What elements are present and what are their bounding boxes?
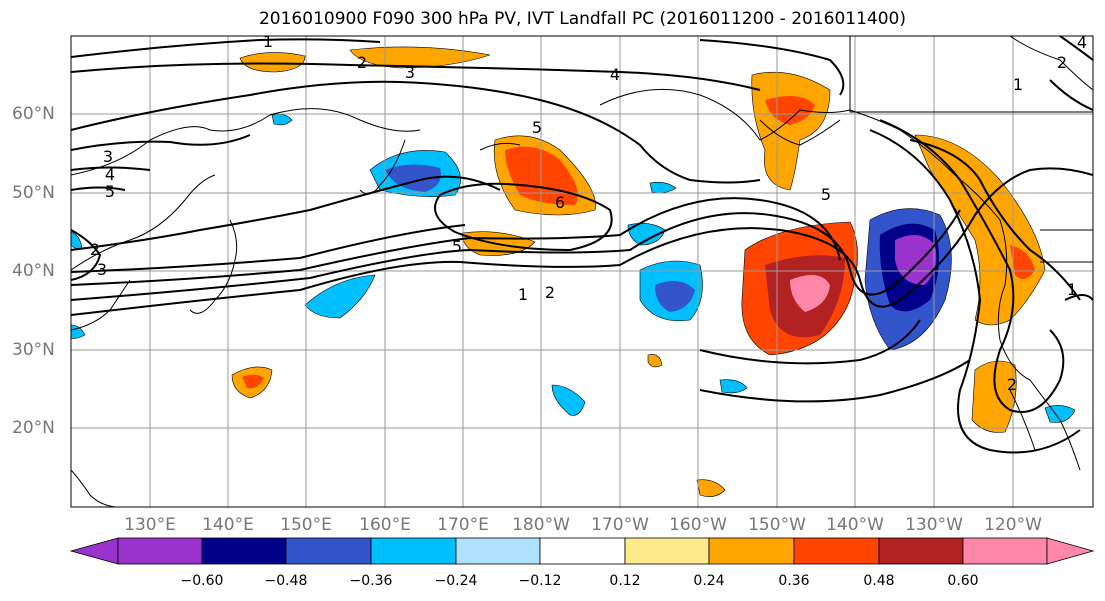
colorbar-tick-label: 0.60: [947, 573, 979, 589]
lon-label: 160°E: [359, 515, 411, 535]
graticule: [71, 36, 1093, 507]
positive-anomaly-blob: [239, 52, 306, 73]
contour-label: 2: [357, 53, 367, 72]
lon-label: 130°W: [905, 515, 963, 535]
contour-label: 2: [1057, 53, 1067, 72]
lon-label: 170°E: [437, 515, 489, 535]
colorbar-bin: [708, 537, 795, 565]
contour-labels: 1 2 3 4 5 6 5 5 1 2 1 2 3 4 5 2 3 4 2 1: [90, 32, 1087, 394]
lon-label: 120°W: [984, 515, 1042, 535]
colorbar-tick-label: −0.48: [264, 573, 308, 589]
colorbar-bin: [878, 537, 964, 565]
positive-anomaly-blob: [696, 479, 726, 497]
contour-label: 3: [97, 260, 107, 279]
negative-anomaly-blob: [551, 384, 586, 416]
colorbar-bin: [201, 537, 287, 565]
contour-label: 2: [90, 240, 100, 259]
contour-label: 2: [545, 283, 555, 302]
positive-anomaly-core: [242, 374, 264, 389]
map-title: 2016010900 F090 300 hPa PV, IVT Landfall…: [258, 9, 906, 29]
lon-label: 130°E: [124, 515, 176, 535]
colorbar-tick-label: 0.36: [778, 573, 810, 589]
colorbar-extend-high: [1046, 537, 1095, 565]
colorbar-tick-label: 0.24: [693, 573, 725, 589]
lon-label: 140°W: [826, 515, 884, 535]
colorbar-tick-label: 0.48: [863, 573, 895, 589]
negative-anomaly-core: [655, 281, 695, 312]
lon-label: 140°E: [202, 515, 254, 535]
contour-label: 6: [555, 193, 565, 212]
colorbar-tick-label: −0.12: [518, 573, 562, 589]
colorbar-bin: [624, 537, 710, 565]
pv-contours: [71, 36, 1093, 454]
contour-label: 1: [518, 285, 528, 304]
lon-label: 170°W: [591, 515, 649, 535]
contour-label: 1: [1067, 280, 1077, 299]
contour-label: 5: [821, 185, 831, 204]
contour-label: 3: [103, 147, 113, 166]
colorbar-bin: [793, 537, 880, 565]
lat-label: 20°N: [12, 418, 55, 438]
positive-anomaly-peak: [790, 275, 830, 312]
negative-anomaly-blob: [627, 223, 666, 246]
lat-label: 60°N: [12, 104, 55, 124]
colorbar-bin: [539, 537, 626, 565]
negative-anomaly-blob: [71, 324, 86, 339]
contour-label: 4: [105, 165, 115, 184]
colorbar-bin: [455, 537, 541, 565]
lon-label: 150°W: [748, 515, 806, 535]
lon-label: 150°E: [280, 515, 332, 535]
contour-label: 2: [1007, 375, 1017, 394]
colorbar-tick-label: 0.12: [609, 573, 641, 589]
colorbar-bin: [370, 537, 457, 565]
negative-anomaly-core: [385, 164, 441, 192]
lon-label: 180°W: [512, 515, 570, 535]
negative-anomaly-peak: [895, 235, 937, 285]
map-frame: [70, 35, 1094, 508]
lat-label: 40°N: [12, 261, 55, 281]
colorbar-extend-low: [69, 537, 119, 565]
positive-anomaly-blob: [647, 354, 663, 368]
colorbar-tick-label: −0.24: [434, 573, 478, 589]
colorbar-bin: [285, 537, 372, 565]
contour-label: 1: [263, 32, 273, 51]
contour-label: 4: [610, 65, 620, 84]
lat-label: 50°N: [12, 183, 55, 203]
contour-label: 3: [405, 63, 415, 82]
contour-label: 1: [1013, 75, 1023, 94]
negative-anomaly-blob: [719, 379, 748, 394]
contour-label: 5: [452, 237, 462, 256]
contour-label: 5: [105, 182, 115, 201]
contour-label: 4: [1077, 33, 1087, 52]
colorbar: [69, 537, 1095, 565]
colorbar-bin: [962, 537, 1048, 565]
contour-label: 5: [532, 118, 542, 137]
negative-anomaly-blob: [304, 274, 376, 319]
colorbar-bin: [117, 537, 203, 565]
colorbar-tick-label: −0.36: [349, 573, 393, 589]
lat-label: 30°N: [12, 340, 55, 360]
lon-label: 160°W: [669, 515, 727, 535]
colorbar-tick-label: −0.60: [180, 573, 224, 589]
